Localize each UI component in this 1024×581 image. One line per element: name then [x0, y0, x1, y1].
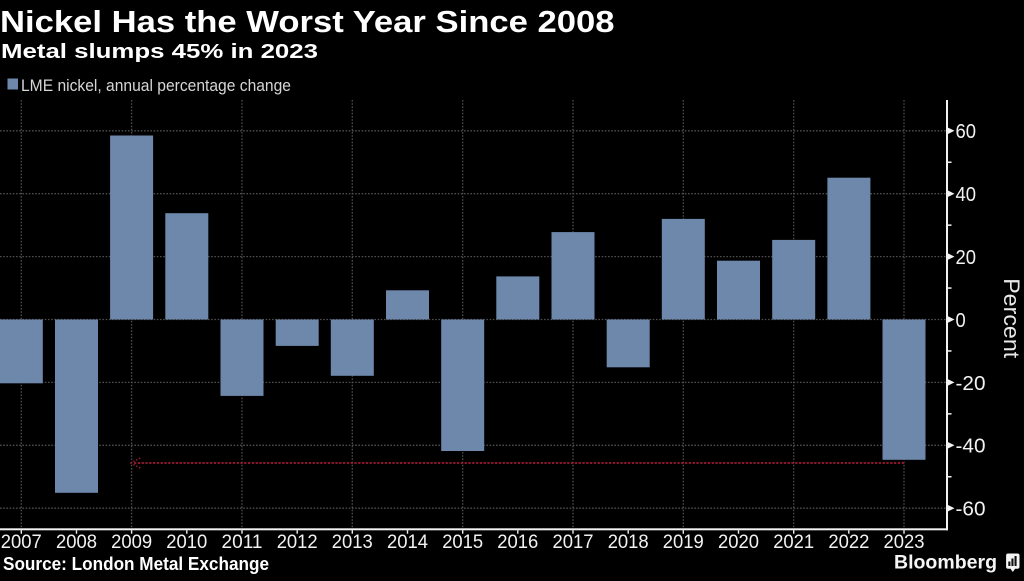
svg-text:2021: 2021 — [773, 532, 814, 553]
svg-text:2015: 2015 — [442, 532, 483, 553]
svg-text:2020: 2020 — [718, 532, 759, 553]
svg-text:2014: 2014 — [387, 532, 428, 553]
svg-text:2011: 2011 — [222, 532, 263, 553]
svg-text:-40: -40 — [956, 435, 986, 458]
svg-text:2019: 2019 — [663, 532, 704, 553]
svg-text:-20: -20 — [956, 372, 986, 395]
svg-text:20: 20 — [956, 246, 977, 269]
svg-text:Source: London Metal Exchange: Source: London Metal Exchange — [3, 554, 269, 574]
svg-text:Percent: Percent — [999, 278, 1024, 358]
svg-text:2013: 2013 — [332, 532, 373, 553]
svg-text:2023: 2023 — [884, 532, 925, 553]
svg-text:60: 60 — [956, 120, 977, 143]
svg-text:2009: 2009 — [111, 532, 152, 553]
svg-text:2022: 2022 — [828, 532, 869, 553]
svg-text:2007: 2007 — [1, 532, 42, 553]
svg-text:2016: 2016 — [497, 532, 538, 553]
svg-text:2017: 2017 — [553, 532, 594, 553]
svg-text:40: 40 — [956, 183, 977, 206]
svg-text:2010: 2010 — [166, 532, 207, 553]
svg-text:0: 0 — [956, 309, 966, 332]
svg-text:Nickel Has the Worst Year Sinc: Nickel Has the Worst Year Since 2008 — [0, 4, 615, 39]
svg-text:Metal slumps 45% in 2023: Metal slumps 45% in 2023 — [1, 41, 318, 63]
svg-text:2018: 2018 — [608, 532, 649, 553]
svg-text:-60: -60 — [956, 498, 986, 521]
svg-text:Bloomberg: Bloomberg — [894, 552, 997, 574]
svg-text:LME nickel, annual percentage: LME nickel, annual percentage change — [21, 76, 291, 95]
svg-text:2008: 2008 — [56, 532, 97, 553]
svg-text:2012: 2012 — [277, 532, 318, 553]
